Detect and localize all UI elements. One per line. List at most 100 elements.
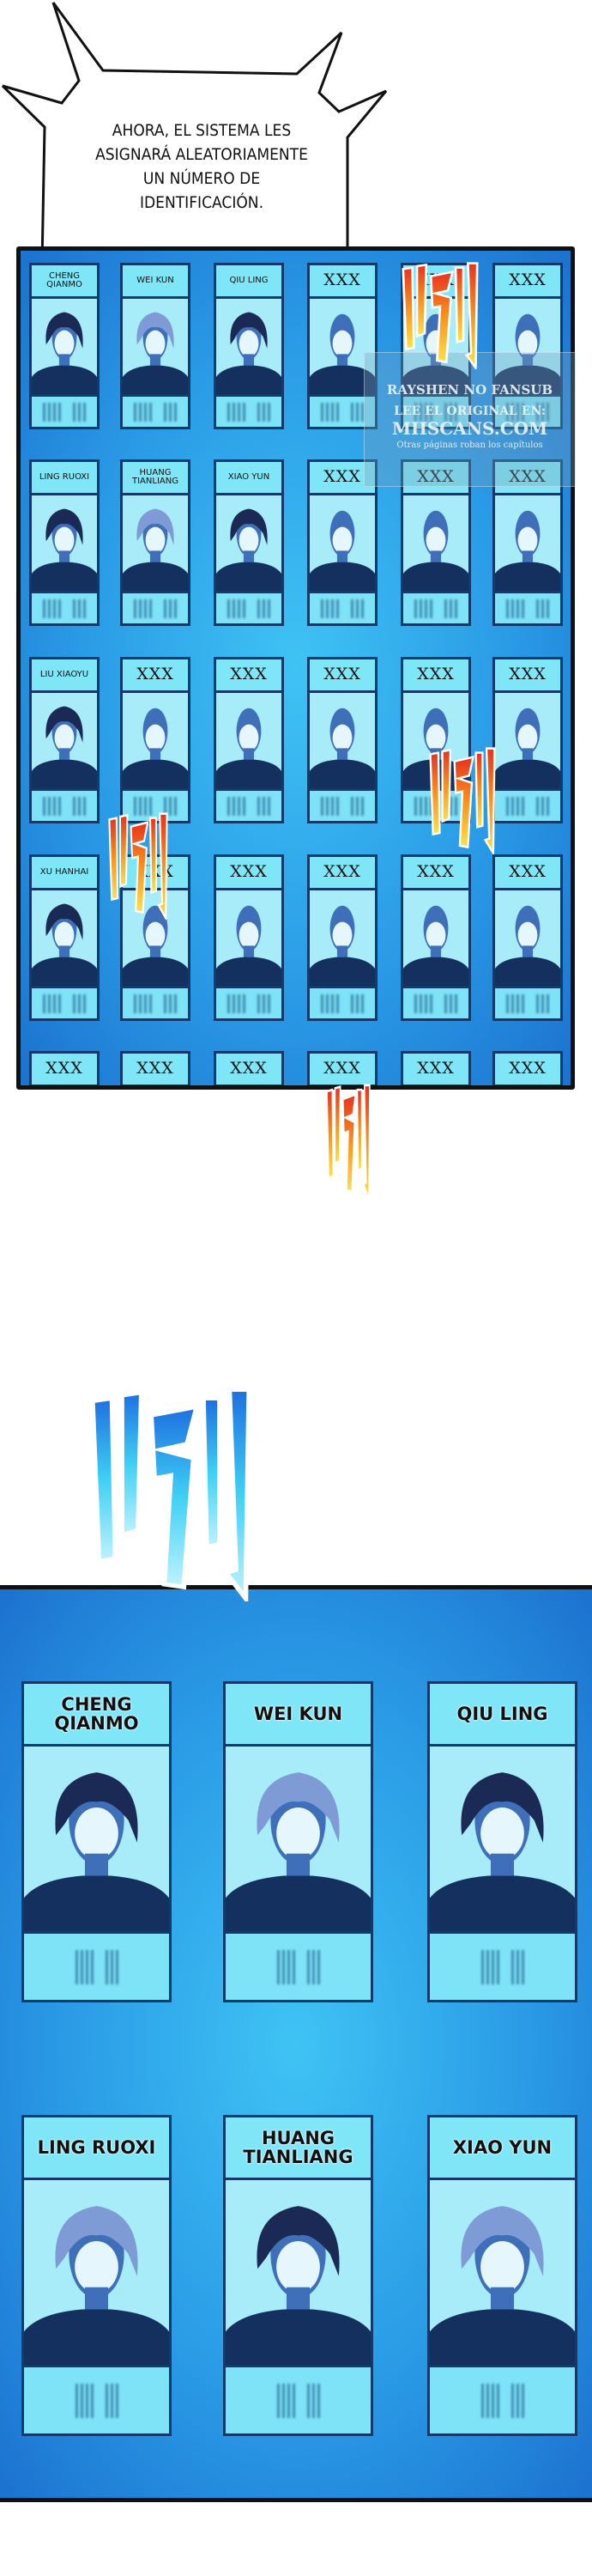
card-barcode-area — [495, 986, 560, 1018]
id-card: XXX — [307, 459, 378, 626]
card-barcode-area — [495, 394, 560, 427]
portrait-silhouette — [24, 2206, 169, 2365]
blurred-barcode — [321, 796, 364, 816]
blurred-barcode — [276, 1949, 320, 1984]
character-portrait — [24, 2180, 169, 2365]
card-photo — [216, 890, 281, 986]
card-photo — [310, 299, 375, 394]
speech-bubble-text: AHORA, EL SISTEMA LES ASIGNARÁ ALEATORIA… — [69, 118, 335, 215]
card-photo — [495, 1087, 560, 1090]
portrait-silhouette — [32, 706, 97, 788]
portrait-silhouette — [123, 905, 188, 986]
character-id-card: WEI KUN — [223, 1681, 373, 2002]
card-barcode-area — [403, 394, 468, 427]
card-barcode-area — [430, 2365, 575, 2433]
id-card: XXX — [307, 854, 378, 1021]
card-barcode-area — [403, 591, 468, 623]
id-card: XXX — [307, 263, 378, 429]
card-name: WEI KUN — [226, 1684, 371, 1747]
blurred-barcode — [227, 796, 270, 816]
blurred-barcode — [276, 2383, 320, 2418]
watermark-read-original: LEE EL ORIGINAL EN: — [394, 404, 546, 418]
id-card: LING RUOXI — [29, 459, 100, 626]
id-card: XXX — [214, 657, 284, 823]
card-photo — [32, 299, 97, 394]
portrait-silhouette — [216, 508, 281, 591]
portrait-silhouette — [403, 1087, 468, 1090]
blurred-barcode — [227, 402, 270, 422]
card-barcode-area — [24, 2365, 169, 2433]
id-card: XXX — [492, 854, 563, 1021]
card-barcode-area — [216, 986, 281, 1018]
card-name: LING RUOXI — [24, 2117, 169, 2180]
card-photo — [310, 890, 375, 986]
character-id-card: QIU LING — [427, 1681, 577, 2002]
blurred-barcode — [134, 796, 177, 816]
card-barcode-area — [24, 1931, 169, 2000]
character-id-card: HUANG TIANLIANG — [223, 2115, 373, 2436]
blurred-barcode — [43, 993, 86, 1013]
character-portrait — [226, 2180, 371, 2365]
card-name: XU HANHAI — [32, 857, 97, 890]
portrait-silhouette — [495, 313, 560, 394]
card-name: CHENG QIANMO — [32, 265, 97, 299]
card-barcode-area — [495, 591, 560, 623]
blurred-barcode — [134, 993, 177, 1013]
card-name: XXX — [495, 265, 560, 299]
card-name: QIU LING — [430, 1684, 575, 1747]
bubble-line: AHORA, EL SISTEMA LES — [112, 121, 292, 140]
blurred-barcode — [75, 1949, 118, 1984]
id-card: QIU LING — [214, 263, 284, 429]
portrait-silhouette — [310, 905, 375, 986]
blurred-barcode — [506, 796, 549, 816]
portrait-silhouette — [403, 510, 468, 591]
portrait-silhouette — [32, 508, 97, 591]
blurred-barcode — [321, 402, 364, 422]
id-card: XXX — [29, 1051, 100, 1090]
blurred-barcode — [414, 993, 457, 1013]
card-barcode-area — [123, 788, 188, 821]
card-name: XXX — [216, 659, 281, 693]
card-photo — [123, 495, 188, 591]
id-card: XXX — [492, 1051, 563, 1090]
id-card: XXX — [492, 459, 563, 626]
card-barcode-area — [495, 788, 560, 821]
card-name: XXX — [216, 1054, 281, 1085]
portrait-silhouette — [216, 708, 281, 788]
card-name: XXX — [310, 857, 375, 890]
bubble-line: ASIGNARÁ ALEATORIAMENTE — [95, 145, 308, 164]
id-card: XU HANHAI — [29, 854, 100, 1021]
character-portrait — [430, 1747, 575, 1931]
card-name: XXX — [403, 1054, 468, 1085]
id-card-grid-panel: CHENG QIANMO WEI KUN QIU LING XXX XXX XXX LING… — [16, 246, 575, 1090]
card-name: XXX — [310, 1054, 375, 1085]
card-photo — [32, 890, 97, 986]
character-id-card: CHENG QIANMO — [21, 1681, 172, 2002]
card-name: HUANG TIANLIANG — [226, 2117, 371, 2180]
blurred-barcode — [480, 1949, 524, 1984]
card-photo — [216, 299, 281, 394]
card-photo — [123, 693, 188, 788]
blurred-barcode — [480, 2383, 524, 2418]
blurred-barcode — [414, 402, 457, 422]
portrait-silhouette — [226, 2206, 371, 2365]
card-name: XXX — [123, 659, 188, 693]
card-barcode-area — [32, 986, 97, 1018]
card-name: XXX — [403, 857, 468, 890]
card-name: XIAO YUN — [430, 2117, 575, 2180]
card-name: QIU LING — [216, 265, 281, 299]
id-card: XXX — [214, 1051, 284, 1085]
portrait-silhouette — [32, 1087, 97, 1090]
card-photo — [32, 495, 97, 591]
card-name: WEI KUN — [123, 265, 188, 299]
card-photo — [310, 495, 375, 591]
blurred-barcode — [43, 796, 86, 816]
card-name: XXX — [495, 659, 560, 693]
portrait-silhouette — [32, 312, 97, 394]
portrait-silhouette — [310, 510, 375, 591]
card-name: XXX — [495, 1054, 560, 1085]
whoosh-sfx-icon — [402, 262, 479, 369]
portrait-silhouette — [216, 312, 281, 394]
portrait-silhouette — [24, 1772, 169, 1931]
portrait-silhouette — [226, 1772, 371, 1931]
